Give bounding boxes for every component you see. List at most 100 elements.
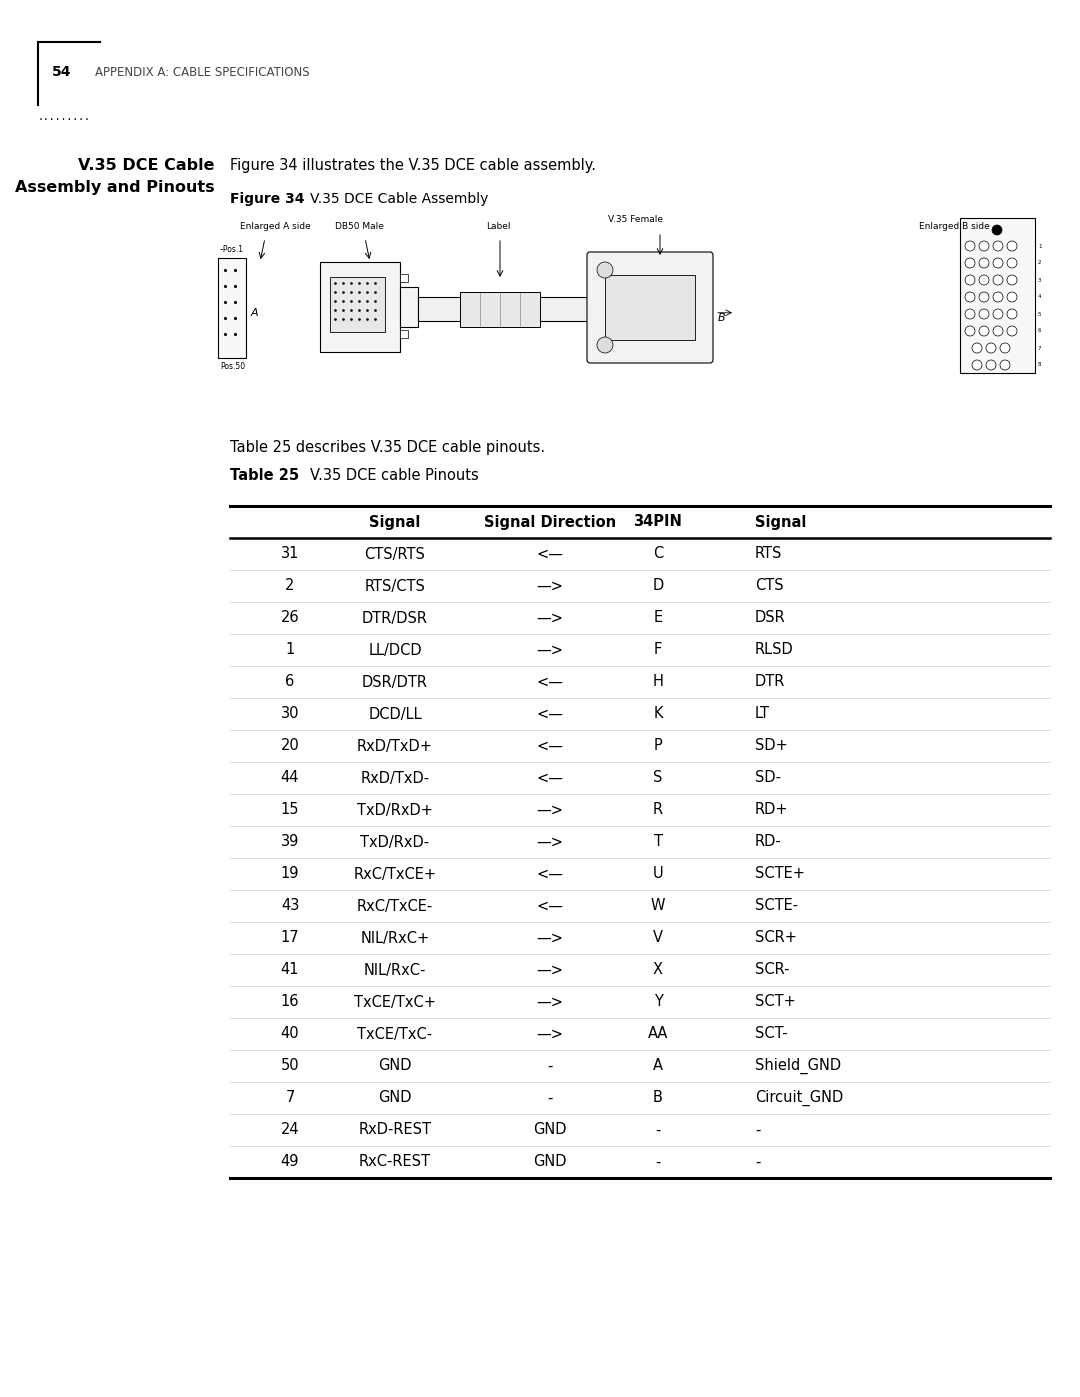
Circle shape	[1007, 292, 1017, 302]
Text: 7: 7	[1038, 345, 1041, 351]
Bar	[605, 275, 696, 339]
Text: SCTE-: SCTE-	[755, 898, 798, 914]
Text: T: T	[653, 834, 662, 849]
Circle shape	[993, 292, 1003, 302]
Text: P: P	[653, 739, 662, 753]
Circle shape	[1007, 309, 1017, 319]
Text: -: -	[656, 1123, 661, 1137]
Text: Signal: Signal	[369, 514, 421, 529]
Text: Signal Direction: Signal Direction	[484, 514, 616, 529]
Text: 8: 8	[1038, 362, 1041, 367]
Text: GND: GND	[534, 1154, 567, 1169]
Text: 44: 44	[281, 771, 299, 785]
Text: GND: GND	[534, 1123, 567, 1137]
Circle shape	[1007, 258, 1017, 268]
Text: B: B	[718, 313, 726, 323]
Text: V: V	[653, 930, 663, 946]
Circle shape	[978, 326, 989, 337]
Text: 24: 24	[281, 1123, 299, 1137]
Text: DTR/DSR: DTR/DSR	[362, 610, 428, 626]
Circle shape	[978, 309, 989, 319]
Circle shape	[1007, 326, 1017, 337]
Circle shape	[597, 263, 613, 278]
Text: 30: 30	[281, 707, 299, 721]
Text: Enlarged B side: Enlarged B side	[919, 222, 990, 231]
Circle shape	[966, 326, 975, 337]
Text: 16: 16	[281, 995, 299, 1010]
Text: –Pos.1: –Pos.1	[220, 244, 244, 254]
Circle shape	[966, 292, 975, 302]
Text: —>: —>	[537, 578, 564, 594]
Text: RD-: RD-	[755, 834, 782, 849]
Text: —>: —>	[537, 834, 564, 849]
Circle shape	[966, 309, 975, 319]
Text: 43: 43	[281, 898, 299, 914]
Circle shape	[986, 360, 996, 370]
Text: Shield_GND: Shield_GND	[755, 1058, 841, 1074]
Text: Signal: Signal	[755, 514, 807, 529]
Text: Enlarged A side: Enlarged A side	[240, 222, 311, 231]
Text: DTR: DTR	[755, 675, 785, 690]
Text: GND: GND	[378, 1091, 411, 1105]
Text: 40: 40	[281, 1027, 299, 1042]
Text: V.35 DCE Cable Assembly: V.35 DCE Cable Assembly	[310, 191, 488, 205]
Circle shape	[993, 258, 1003, 268]
Text: AA: AA	[648, 1027, 669, 1042]
Circle shape	[972, 344, 982, 353]
Circle shape	[1000, 360, 1010, 370]
Text: RD+: RD+	[755, 802, 788, 817]
Text: A: A	[251, 307, 258, 319]
Text: 54: 54	[52, 66, 71, 80]
Text: 3: 3	[1038, 278, 1041, 282]
Text: <—: <—	[537, 675, 564, 690]
Text: CTS/RTS: CTS/RTS	[365, 546, 426, 562]
Text: 1: 1	[1038, 243, 1041, 249]
Text: U: U	[652, 866, 663, 882]
Circle shape	[993, 225, 1002, 235]
Text: <—: <—	[537, 707, 564, 721]
Bar	[400, 274, 408, 282]
Text: —>: —>	[537, 643, 564, 658]
Text: SCT+: SCT+	[755, 995, 796, 1010]
Text: GND: GND	[378, 1059, 411, 1073]
Text: H: H	[652, 675, 663, 690]
Text: LL/DCD: LL/DCD	[368, 643, 422, 658]
Text: V.35 Female: V.35 Female	[607, 215, 662, 224]
Text: DB50 Male: DB50 Male	[335, 222, 383, 231]
Text: RxD-REST: RxD-REST	[359, 1123, 432, 1137]
Text: X: X	[653, 963, 663, 978]
Bar	[320, 263, 400, 352]
Text: 2: 2	[285, 578, 295, 594]
Text: —>: —>	[537, 610, 564, 626]
Circle shape	[1007, 275, 1017, 285]
Text: <—: <—	[537, 866, 564, 882]
Text: Label: Label	[486, 222, 511, 231]
Text: Pos.50: Pos.50	[220, 362, 245, 372]
Text: 1: 1	[285, 643, 295, 658]
Text: CTS: CTS	[755, 578, 784, 594]
Circle shape	[978, 258, 989, 268]
Circle shape	[966, 258, 975, 268]
Bar	[218, 258, 246, 358]
Text: 41: 41	[281, 963, 299, 978]
Text: SCR-: SCR-	[755, 963, 789, 978]
Text: SCR+: SCR+	[755, 930, 797, 946]
Circle shape	[986, 344, 996, 353]
Text: Assembly and Pinouts: Assembly and Pinouts	[15, 180, 215, 196]
FancyBboxPatch shape	[588, 251, 713, 363]
Circle shape	[972, 360, 982, 370]
Text: -: -	[755, 1123, 760, 1137]
Circle shape	[1000, 344, 1010, 353]
Text: 26: 26	[281, 610, 299, 626]
Text: 6: 6	[285, 675, 295, 690]
Text: 5: 5	[1038, 312, 1041, 317]
Text: D: D	[652, 578, 663, 594]
Text: 19: 19	[281, 866, 299, 882]
Text: LT: LT	[755, 707, 770, 721]
Circle shape	[993, 326, 1003, 337]
Text: RTS: RTS	[755, 546, 782, 562]
Text: NIL/RxC+: NIL/RxC+	[361, 930, 430, 946]
Text: <—: <—	[537, 898, 564, 914]
Text: SCTE+: SCTE+	[755, 866, 805, 882]
Text: SD+: SD+	[755, 739, 787, 753]
